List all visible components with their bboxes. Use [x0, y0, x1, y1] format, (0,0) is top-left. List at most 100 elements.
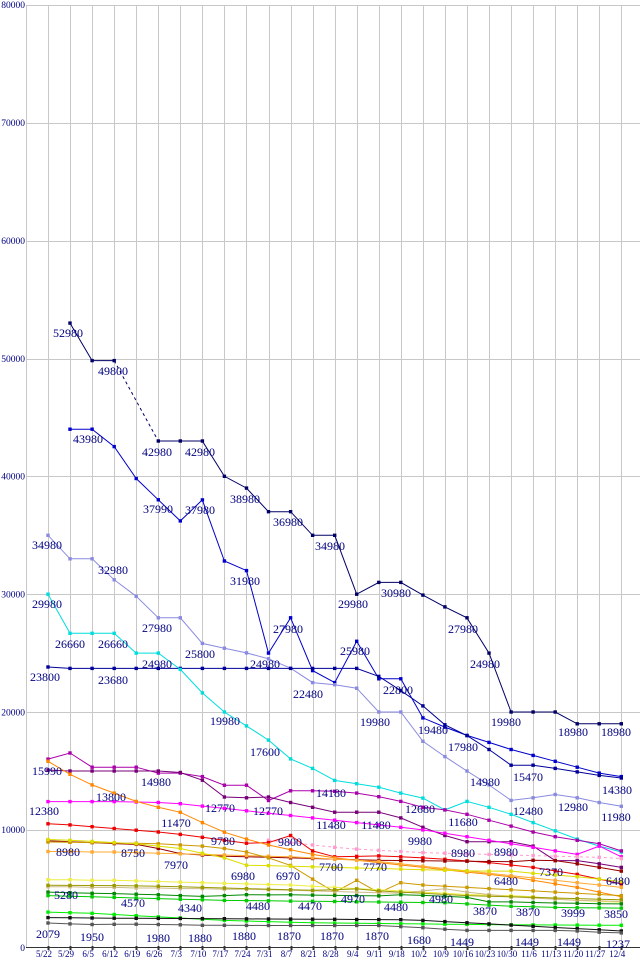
- value-label: 52980: [53, 326, 83, 340]
- point-light-orange: [443, 866, 447, 871]
- point-gray: [399, 924, 403, 929]
- point-dark-green: [46, 890, 50, 894]
- point-yellow: [465, 869, 469, 873]
- value-label: 29980: [338, 597, 368, 611]
- point-blue: [310, 668, 315, 673]
- value-label: 18980: [601, 725, 631, 739]
- point-goldenrod: [443, 884, 447, 888]
- point-gray: [509, 928, 513, 933]
- point-gray: [68, 922, 72, 926]
- point-periwinkle: [355, 686, 359, 690]
- point-red: [266, 840, 271, 845]
- point-red: [377, 854, 381, 858]
- point-tan: [465, 890, 469, 894]
- point-cyan: [112, 631, 116, 635]
- point-light-orange: [553, 878, 557, 882]
- value-label: 12980: [558, 800, 588, 814]
- point-magenta: [465, 835, 469, 839]
- point-pale-yellow: [333, 885, 337, 890]
- point-olive: [333, 888, 337, 892]
- value-label: 12480: [513, 804, 543, 818]
- point-periwinkle: [531, 796, 535, 800]
- point-orange: [46, 759, 50, 763]
- point-black: [377, 917, 381, 922]
- point-pale-yellow: [200, 881, 205, 885]
- value-label: 15990: [32, 764, 62, 778]
- point-light-orange: [46, 849, 50, 854]
- point-magenta: [399, 825, 403, 829]
- point-pink-dashed: [266, 838, 271, 842]
- point-magenta: [487, 838, 491, 842]
- point-orange: [266, 843, 271, 847]
- point-cyan: [68, 631, 72, 635]
- point-bright-green: [377, 921, 381, 926]
- x-tick-label: 10/30: [497, 949, 518, 959]
- point-light-orange: [597, 883, 601, 887]
- point-light-orange: [310, 856, 315, 860]
- x-tick-label: 10/16: [453, 949, 474, 959]
- point-gray: [222, 923, 227, 927]
- point-olive: [575, 896, 579, 901]
- point-navy-flat: [399, 688, 403, 693]
- point-periwinkle: [465, 769, 469, 773]
- point-black: [421, 918, 425, 923]
- value-label: 26660: [98, 637, 128, 651]
- value-label: 1870: [277, 929, 301, 943]
- point-pale-yellow: [156, 879, 160, 884]
- point-yellow: [597, 877, 601, 881]
- point-cyan: [134, 651, 138, 655]
- point-dark-red: [531, 858, 535, 862]
- point-navy-flat: [46, 665, 50, 669]
- point-dark-green: [553, 901, 557, 905]
- point-dark-red: [575, 862, 579, 866]
- value-label: 15470: [513, 770, 543, 784]
- point-navy-top: [156, 439, 160, 443]
- value-label: 1950: [80, 930, 104, 944]
- point-pale-yellow: [90, 878, 94, 882]
- point-yellow: [310, 865, 315, 869]
- x-tick-label: 5/29: [58, 949, 75, 959]
- point-red: [399, 855, 403, 859]
- value-label: 30980: [381, 586, 411, 600]
- point-green: [178, 897, 182, 901]
- value-label: 1870: [365, 929, 389, 943]
- value-label: 14980: [141, 775, 171, 789]
- y-tick-label: 10000: [1, 826, 25, 836]
- point-red: [46, 822, 50, 826]
- point-pink-dashed: [288, 840, 293, 845]
- point-blue: [266, 651, 271, 655]
- value-label: 22480: [293, 687, 323, 701]
- point-goldenrod: [222, 846, 227, 851]
- value-label: 6480: [606, 874, 630, 888]
- point-orange: [597, 890, 601, 894]
- value-label: 6970: [276, 869, 300, 883]
- point-red: [531, 865, 535, 870]
- point-black: [333, 917, 337, 921]
- point-navy-top: [222, 474, 227, 478]
- point-gray: [443, 927, 447, 931]
- point-goldenrod: [266, 856, 271, 860]
- point-dark-purple: [68, 769, 72, 773]
- point-pale-yellow: [178, 880, 182, 884]
- point-dark-red: [156, 846, 160, 851]
- point-violet: [421, 805, 425, 809]
- point-green: [575, 906, 579, 910]
- point-red: [200, 835, 205, 839]
- x-tick-label: 9/11: [367, 949, 383, 959]
- point-light-orange: [178, 852, 182, 856]
- point-blue: [575, 765, 579, 769]
- value-label: 12380: [29, 804, 59, 818]
- point-dark-purple: [465, 840, 469, 844]
- point-navy-top: [68, 321, 72, 325]
- point-dark-green: [112, 891, 116, 896]
- point-navy-top: [421, 593, 425, 597]
- point-pale-yellow: [68, 878, 72, 882]
- value-label: 8980: [494, 845, 518, 859]
- point-olive: [399, 890, 403, 894]
- point-green: [288, 899, 293, 903]
- point-bright-green: [443, 922, 447, 926]
- point-pink-dashed: [399, 849, 403, 854]
- point-gray: [575, 929, 579, 933]
- point-magenta: [68, 799, 72, 804]
- point-black: [487, 922, 491, 926]
